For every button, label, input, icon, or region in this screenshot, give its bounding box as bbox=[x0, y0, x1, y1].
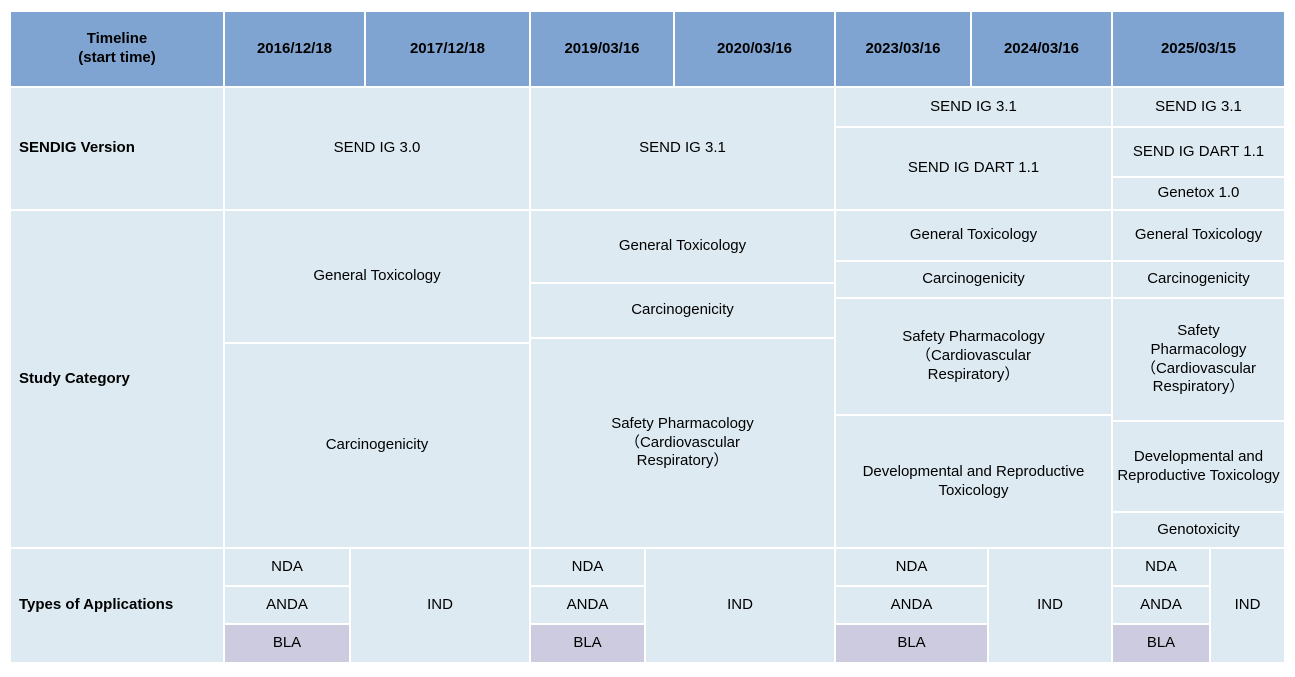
header-cell-2019-03-16: 2019/03/16 bbox=[530, 11, 674, 87]
header-cell-timeline: Timeline (start time) bbox=[10, 11, 224, 87]
cell-safety-pharm-2023-2024: Safety Pharmacology （Cardiovascular Resp… bbox=[835, 298, 1112, 415]
cell-bla-2025: BLA bbox=[1112, 624, 1210, 663]
cell-dev-repro-tox-2025: Developmental and Reproductive Toxicolog… bbox=[1112, 421, 1285, 512]
cell-general-tox-2016-2017: General Toxicology bbox=[224, 210, 530, 343]
cell-sendig-30-2016-2017: SEND IG 3.0 bbox=[224, 87, 530, 210]
cell-bla-2019: BLA bbox=[530, 624, 645, 663]
cell-dev-repro-tox-2023-2024: Developmental and Reproductive Toxicolog… bbox=[835, 415, 1112, 548]
cell-anda-2025: ANDA bbox=[1112, 586, 1210, 624]
cell-anda-2023: ANDA bbox=[835, 586, 988, 624]
cell-ind-2017: IND bbox=[350, 548, 530, 663]
cell-ind-2024: IND bbox=[988, 548, 1112, 663]
cell-sendig-31-2023-2024: SEND IG 3.1 bbox=[835, 87, 1112, 127]
cell-sendig-dart-2023-2024: SEND IG DART 1.1 bbox=[835, 127, 1112, 210]
header-cell-2017-12-18: 2017/12/18 bbox=[365, 11, 530, 87]
cell-carcinogenicity-2025: Carcinogenicity bbox=[1112, 261, 1285, 298]
cell-anda-2019: ANDA bbox=[530, 586, 645, 624]
cell-ind-2025: IND bbox=[1210, 548, 1285, 663]
cell-bla-2023: BLA bbox=[835, 624, 988, 663]
cell-carcinogenicity-2016-2017: Carcinogenicity bbox=[224, 343, 530, 548]
cell-nda-2025: NDA bbox=[1112, 548, 1210, 586]
cell-safety-pharm-2025: Safety Pharmacology （Cardiovascular Resp… bbox=[1112, 298, 1285, 421]
cell-anda-2016: ANDA bbox=[224, 586, 350, 624]
cell-carcinogenicity-2023-2024: Carcinogenicity bbox=[835, 261, 1112, 298]
cell-general-tox-2023-2024: General Toxicology bbox=[835, 210, 1112, 261]
cell-nda-2019: NDA bbox=[530, 548, 645, 586]
cell-general-tox-2019-2020: General Toxicology bbox=[530, 210, 835, 283]
row-label-types-of-applications: Types of Applications bbox=[10, 548, 224, 663]
cell-sendig-31-2025: SEND IG 3.1 bbox=[1112, 87, 1285, 127]
header-cell-2020-03-16: 2020/03/16 bbox=[674, 11, 835, 87]
cell-nda-2016: NDA bbox=[224, 548, 350, 586]
cell-nda-2023: NDA bbox=[835, 548, 988, 586]
header-cell-2016-12-18: 2016/12/18 bbox=[224, 11, 365, 87]
row-label-sendig-version: SENDIG Version bbox=[10, 87, 224, 210]
row-label-study-category: Study Category bbox=[10, 210, 224, 548]
cell-ind-2020: IND bbox=[645, 548, 835, 663]
cell-sendig-dart-2025: SEND IG DART 1.1 bbox=[1112, 127, 1285, 177]
cell-safety-pharm-2019-2020: Safety Pharmacology （Cardiovascular Resp… bbox=[530, 338, 835, 548]
cell-bla-2016: BLA bbox=[224, 624, 350, 663]
header-cell-2024-03-16: 2024/03/16 bbox=[971, 11, 1112, 87]
header-cell-2025-03-15: 2025/03/15 bbox=[1112, 11, 1285, 87]
cell-genetox-2025: Genetox 1.0 bbox=[1112, 177, 1285, 210]
cell-genotoxicity-2025: Genotoxicity bbox=[1112, 512, 1285, 548]
cell-sendig-31-2019-2020: SEND IG 3.1 bbox=[530, 87, 835, 210]
cell-general-tox-2025: General Toxicology bbox=[1112, 210, 1285, 261]
header-cell-2023-03-16: 2023/03/16 bbox=[835, 11, 971, 87]
cell-carcinogenicity-2019-2020: Carcinogenicity bbox=[530, 283, 835, 338]
